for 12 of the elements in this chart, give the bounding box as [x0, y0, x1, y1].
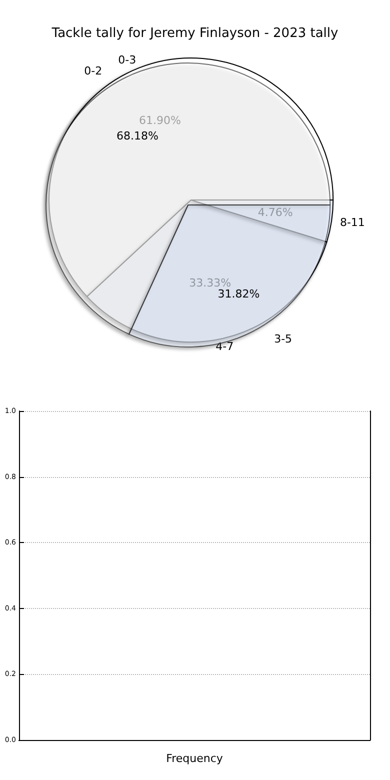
slice-label: 4-7 — [216, 340, 234, 354]
data-label: 31.82% — [218, 287, 260, 300]
slice-label: 0-3 — [118, 53, 136, 66]
data-label: 4.76% — [258, 206, 293, 220]
chart-title: Tackle tally for Jeremy Finlayson - 2023 tally — [50, 26, 339, 41]
data-label: 68.18% — [116, 130, 158, 143]
slice-label: 8-11 — [340, 216, 365, 229]
slice-label: 0-2 — [84, 64, 102, 78]
data-label: 61.90% — [138, 114, 181, 128]
data-label: 33.33% — [189, 276, 232, 290]
x-axis-title: Frequency — [166, 752, 224, 765]
slice-label: 3-5 — [274, 332, 292, 346]
